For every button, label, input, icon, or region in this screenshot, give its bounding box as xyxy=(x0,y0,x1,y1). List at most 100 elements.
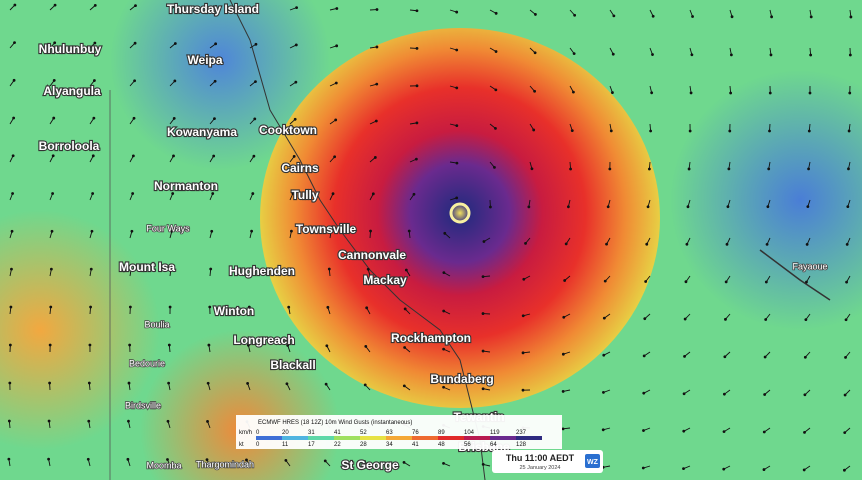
legend-swatch xyxy=(256,436,282,440)
legend-swatch xyxy=(516,436,542,440)
arrow-head xyxy=(722,430,726,434)
legend-swatch xyxy=(360,436,386,440)
arrow-head xyxy=(169,267,173,271)
arrow-head xyxy=(602,391,605,394)
place-label: Kowanyama xyxy=(167,125,237,139)
arrow-head xyxy=(611,91,614,94)
date-label: 25 January 2024 xyxy=(520,465,561,471)
arrow-head xyxy=(131,192,135,195)
arrow-head xyxy=(723,355,727,359)
arrow-head xyxy=(527,205,531,209)
arrow-head xyxy=(92,116,96,120)
arrow-head xyxy=(688,129,692,133)
arrow-head xyxy=(246,343,250,347)
legend-kmh: 104 xyxy=(464,430,475,436)
place-label: Blackall xyxy=(270,358,315,372)
arrow-head xyxy=(172,117,176,120)
legend-kt: 34 xyxy=(386,442,393,448)
arrow-head xyxy=(284,458,288,462)
arrow-head xyxy=(533,89,537,93)
arrow-head xyxy=(844,355,847,359)
arrow-head xyxy=(808,91,812,95)
legend-kt: 56 xyxy=(464,442,471,448)
arrow-head xyxy=(11,154,15,158)
arrow-head xyxy=(602,316,606,320)
place-label: Cannonvale xyxy=(338,248,406,262)
arrow-head xyxy=(404,268,408,272)
arrow-head xyxy=(12,78,16,82)
arrow-head xyxy=(493,166,496,169)
legend-kmh: 76 xyxy=(412,430,419,436)
arrow-head xyxy=(8,343,12,347)
legend-kt: 17 xyxy=(308,442,315,448)
arrow-head xyxy=(481,462,485,466)
arrow-head xyxy=(363,383,367,387)
place-label: Bundaberg xyxy=(430,372,493,386)
arrow-head xyxy=(442,347,446,351)
place-label: Winton xyxy=(214,304,255,318)
legend-title: ECMWF HRES (18 12Z) 10m Wind Gusts (inst… xyxy=(258,420,412,426)
arrow-head xyxy=(51,154,55,158)
arrow-head xyxy=(412,192,416,196)
place-label: Thargomindah xyxy=(196,459,254,469)
place-label: Normanton xyxy=(154,179,218,193)
arrow-head xyxy=(402,384,406,388)
arrow-head xyxy=(849,15,853,19)
arrow-head xyxy=(802,468,806,472)
arrow-head xyxy=(642,429,645,432)
place-label: Four Ways xyxy=(146,223,190,233)
legend-swatch xyxy=(412,436,438,440)
arrow-head xyxy=(371,192,375,196)
arrow-head xyxy=(89,267,93,271)
legend-swatch xyxy=(308,436,334,440)
place-labels: Thursday Island Nhulunbuy Weipa Alyangula Ko… xyxy=(38,1,829,473)
arrow-head xyxy=(87,419,91,423)
arrow-head xyxy=(847,167,850,171)
arrow-head xyxy=(806,205,810,209)
arrow-head xyxy=(729,53,733,57)
arrow-head xyxy=(11,192,14,195)
arrow-head xyxy=(250,229,254,233)
legend-kt: 41 xyxy=(412,442,419,448)
arrow-head xyxy=(566,205,570,209)
arrow-head xyxy=(561,390,565,393)
arrow-head xyxy=(606,205,610,209)
place-label: Bedourie xyxy=(129,358,165,368)
arrow-head xyxy=(609,129,613,133)
arrow-head xyxy=(763,393,767,396)
arrow-head xyxy=(442,309,446,313)
arrow-head xyxy=(722,467,726,471)
legend-kt: 64 xyxy=(490,442,497,448)
arrow-head xyxy=(762,468,766,471)
arrow-head xyxy=(848,53,852,57)
arrow-head xyxy=(213,117,216,121)
arrow-head xyxy=(649,129,653,133)
legend-kt: 22 xyxy=(334,442,341,448)
legend-kt: 28 xyxy=(360,442,367,448)
time-box: Thu 11:00 AEDT 25 January 2024 WZ xyxy=(492,450,603,473)
place-label: Moomba xyxy=(146,460,181,470)
arrow-head xyxy=(521,314,525,318)
arrow-head xyxy=(844,318,848,322)
arrow-head xyxy=(206,420,209,423)
arrow-head xyxy=(93,79,96,82)
arrow-head xyxy=(166,458,169,461)
legend-swatch xyxy=(490,436,516,440)
arrow-head xyxy=(767,167,771,171)
arrow-head xyxy=(252,154,256,158)
arrow-head xyxy=(807,129,811,133)
arrow-head xyxy=(334,81,338,85)
arrow-head xyxy=(611,52,615,56)
arrow-head xyxy=(295,6,298,10)
arrow-head xyxy=(805,280,808,284)
legend-kt: 0 xyxy=(256,442,260,448)
arrow-head xyxy=(172,154,175,158)
legend-kmh: 52 xyxy=(360,430,367,436)
arrow-head xyxy=(481,387,485,391)
arrow-head xyxy=(7,457,11,461)
arrow-head xyxy=(49,305,53,309)
arrow-head xyxy=(333,155,337,159)
arrow-head xyxy=(173,79,177,83)
arrow-head xyxy=(403,346,407,349)
